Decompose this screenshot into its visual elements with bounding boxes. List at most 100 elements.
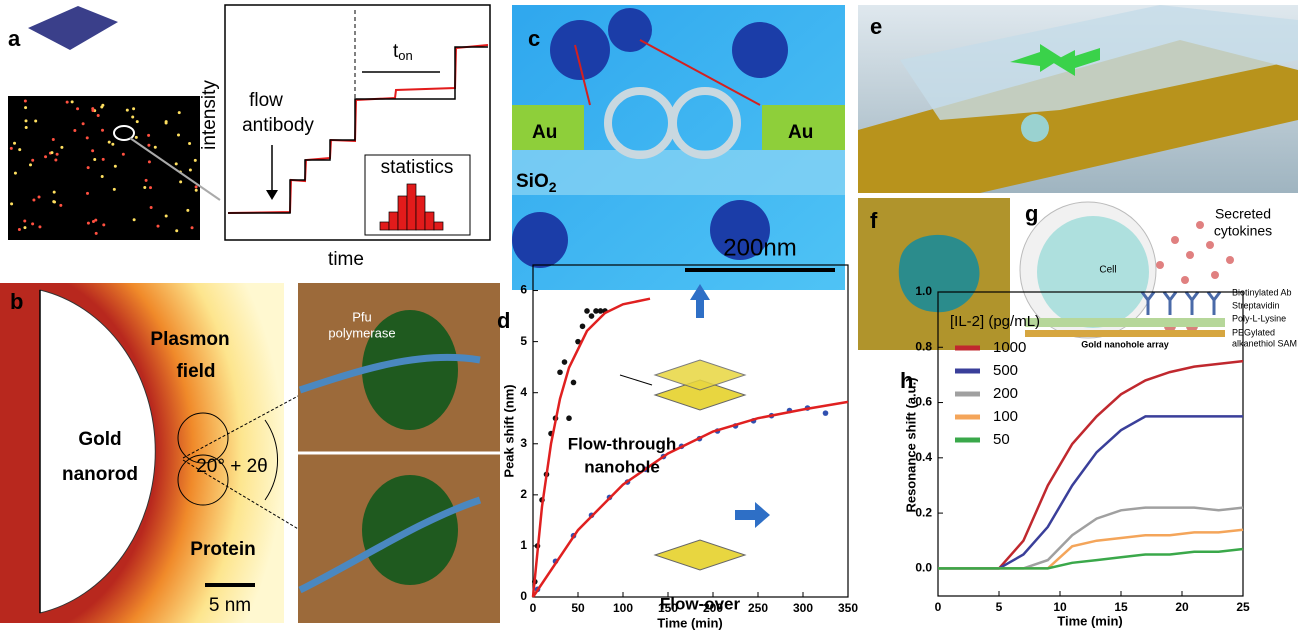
particle	[91, 149, 94, 152]
particle	[189, 169, 192, 172]
panel-label: a	[8, 26, 21, 51]
particle	[82, 122, 85, 125]
particle	[147, 144, 150, 147]
particle	[24, 119, 27, 122]
particle	[175, 229, 178, 232]
y-tick-label: 0	[520, 589, 527, 603]
data-point	[584, 308, 590, 314]
particle	[143, 186, 146, 189]
particle	[131, 116, 134, 119]
cell-body	[1037, 216, 1149, 328]
data-point	[566, 415, 572, 421]
particle	[91, 107, 94, 110]
y-tick-label: 5	[520, 334, 527, 348]
oxide-layer	[512, 150, 845, 195]
particle	[10, 147, 13, 150]
particle	[122, 153, 125, 156]
particle	[191, 226, 194, 229]
annotation: Flow-over	[660, 594, 741, 613]
legend-entry: 100	[993, 408, 1018, 425]
scale-label: 200nm	[723, 234, 796, 261]
particle	[54, 159, 57, 162]
panel-label: f	[870, 208, 878, 233]
sam-layer	[1025, 318, 1225, 327]
particle	[114, 165, 117, 168]
y-tick-label: 0.0	[915, 561, 932, 575]
data-point	[589, 313, 595, 319]
x-tick-label: 10	[1053, 600, 1067, 614]
particle	[24, 99, 27, 102]
particle	[108, 141, 111, 144]
axis-label: time	[328, 249, 364, 270]
y-tick-label: 3	[520, 436, 527, 450]
particle	[195, 185, 198, 188]
cell	[1021, 114, 1049, 142]
particle	[165, 215, 168, 218]
particle	[111, 143, 114, 146]
x-axis-label: Time (min)	[1057, 613, 1123, 628]
annotation: antibody	[242, 115, 314, 136]
legend-title: [IL-2] (pg/mL)	[950, 313, 1040, 330]
scale-label: 5 nm	[209, 595, 251, 616]
flow-arrow	[735, 502, 770, 528]
y-tick-label: 0.8	[915, 339, 932, 353]
axis-label: intensity	[199, 80, 220, 150]
nanohole-array	[655, 540, 745, 570]
x-tick-label: 25	[1236, 600, 1250, 614]
particle	[179, 180, 182, 183]
figure: a flow antibody intensity time ton stati…	[0, 0, 1301, 633]
particle	[147, 134, 150, 137]
y-tick-label: 1.0	[915, 284, 932, 298]
subscript: on	[398, 48, 412, 63]
particle	[14, 172, 17, 175]
particle	[24, 106, 27, 109]
layer-label: alkanethiol SAM	[1232, 338, 1297, 348]
x-tick-label: 100	[613, 601, 633, 615]
x-tick-label: 5	[996, 600, 1003, 614]
series-line	[938, 549, 1243, 568]
particle	[148, 160, 151, 163]
y-tick-label: 1	[520, 538, 527, 552]
particle	[95, 232, 98, 235]
particle	[10, 202, 13, 205]
particle	[97, 114, 100, 117]
particle	[136, 120, 139, 123]
annotation: Secreted	[1215, 206, 1271, 222]
particle	[50, 151, 53, 154]
particle	[157, 225, 160, 228]
annotation: Gold nanohole array	[1081, 339, 1169, 349]
panel-e: e	[858, 5, 1298, 193]
particle	[154, 146, 157, 149]
particle	[34, 120, 37, 123]
particle	[135, 136, 138, 139]
particle	[38, 195, 41, 198]
panel-g: g Secreted cytokines Cell Biotinylated A…	[1020, 201, 1297, 350]
panel-label: e	[870, 14, 882, 39]
x-tick-label: 50	[571, 601, 585, 615]
annotation: polymerase	[328, 325, 395, 340]
panel-label: b	[10, 289, 23, 314]
particle	[59, 204, 62, 207]
annotation: Plasmon	[150, 329, 229, 350]
gold-layer	[1025, 330, 1225, 337]
particle	[186, 209, 189, 212]
particle	[76, 107, 79, 110]
layer-label: Streptavidin	[1232, 300, 1280, 310]
particle	[71, 100, 74, 103]
x-axis-label: Time (min)	[657, 615, 723, 630]
particle	[102, 158, 105, 161]
particle	[18, 148, 21, 151]
particle	[101, 175, 104, 178]
annotation: Cell	[1099, 265, 1116, 276]
legend-entry: 1000	[993, 339, 1026, 356]
particle	[149, 186, 152, 189]
sio: SiO	[516, 171, 549, 192]
particle	[29, 163, 32, 166]
particle	[60, 146, 63, 149]
annotation: field	[176, 361, 215, 382]
particle	[86, 192, 89, 195]
particle	[195, 189, 198, 192]
annotation: Au	[788, 122, 813, 143]
annotation: Gold	[78, 429, 121, 450]
